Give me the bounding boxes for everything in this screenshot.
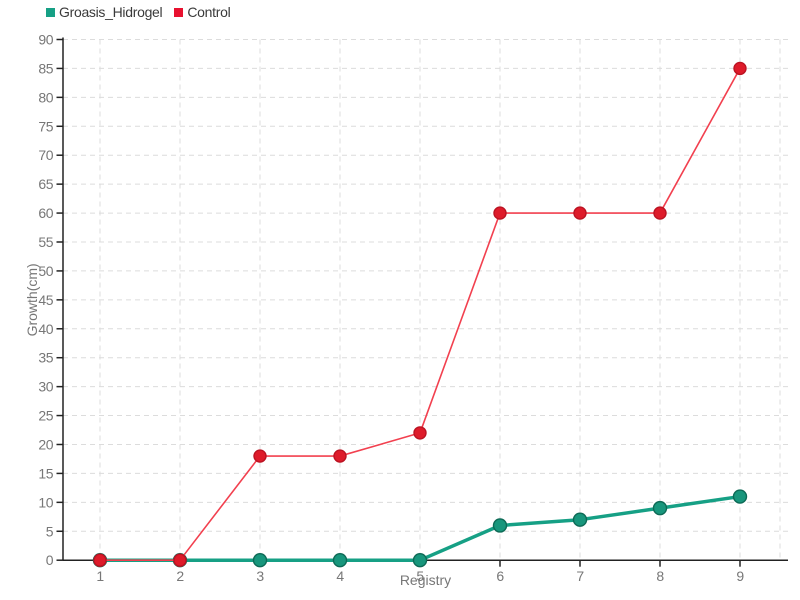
y-tick-label: 15	[38, 465, 53, 481]
x-tick-label: 8	[656, 568, 664, 584]
data-point-marker-groasis-hidrogel	[412, 553, 428, 568]
data-point-marker-control	[573, 206, 587, 220]
x-tick-label: 6	[496, 568, 504, 584]
y-tick-label: 0	[46, 552, 54, 568]
legend-item-control[interactable]: Control	[174, 4, 231, 20]
y-tick-label: 75	[38, 118, 53, 134]
legend-label-control: Control	[187, 4, 231, 20]
x-tick-label: 7	[576, 568, 584, 584]
data-point-marker-groasis-hidrogel	[652, 500, 668, 516]
y-tick-label: 85	[38, 60, 53, 76]
y-tick-label: 40	[38, 321, 53, 337]
data-point-marker-control	[253, 449, 267, 463]
y-tick-label: 35	[38, 350, 53, 366]
y-tick-label: 25	[38, 408, 53, 424]
y-tick-label: 20	[38, 436, 53, 452]
gridlines	[63, 39, 788, 561]
data-point-marker-control	[413, 426, 427, 440]
data-point-marker-groasis-hidrogel	[492, 518, 508, 533]
y-tick-label: 50	[38, 263, 53, 279]
legend-label-groasis: Groasis_Hidrogel	[59, 4, 163, 20]
data-point-marker-control	[173, 553, 187, 567]
x-tick-label: 2	[176, 568, 184, 584]
data-point-marker-groasis-hidrogel	[332, 553, 348, 568]
data-point-marker-groasis-hidrogel	[732, 489, 748, 504]
data-point-marker-control	[93, 553, 107, 567]
legend-swatch-icon-groasis	[46, 7, 55, 17]
data-point-marker-control	[653, 206, 667, 220]
y-tick-label: 90	[38, 32, 53, 48]
y-tick-label: 70	[38, 147, 53, 163]
x-axis-title: Registry	[400, 572, 451, 588]
x-tick-label: 9	[736, 568, 744, 584]
y-tick-label: 65	[38, 176, 53, 192]
series-control	[93, 61, 747, 567]
x-tick-label: 5	[416, 568, 424, 584]
data-point-marker-control	[333, 449, 347, 463]
y-tick-label: 55	[38, 234, 53, 250]
data-point-marker-groasis-hidrogel	[252, 553, 268, 568]
data-point-marker-groasis-hidrogel	[572, 512, 588, 527]
data-point-marker-control	[493, 206, 507, 220]
legend-item-groasis-hidrogel[interactable]: Groasis_Hidrogel	[46, 4, 163, 20]
y-tick-label: 60	[38, 205, 53, 221]
data-point-marker-control	[733, 61, 747, 76]
legend-swatch-icon-control	[174, 7, 184, 17]
x-tick-label: 1	[96, 568, 104, 584]
x-tick-label: 3	[256, 568, 264, 584]
x-tick-label: 4	[336, 568, 344, 584]
y-tick-label: 80	[38, 89, 53, 105]
y-tick-label: 30	[38, 379, 53, 395]
y-axis-title: Growth(cm)	[24, 263, 40, 336]
y-tick-label: 5	[46, 523, 54, 539]
y-tick-label: 10	[38, 494, 53, 510]
y-tick-label: 45	[38, 292, 53, 308]
chart-legend: Groasis_Hidrogel Control	[46, 4, 231, 20]
